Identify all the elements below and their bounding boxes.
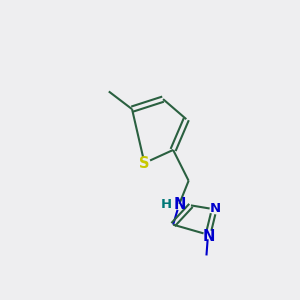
Text: N: N	[209, 202, 220, 215]
Text: N: N	[202, 229, 215, 244]
Text: S: S	[139, 156, 150, 171]
Text: H: H	[160, 198, 172, 211]
Text: N: N	[174, 197, 186, 212]
